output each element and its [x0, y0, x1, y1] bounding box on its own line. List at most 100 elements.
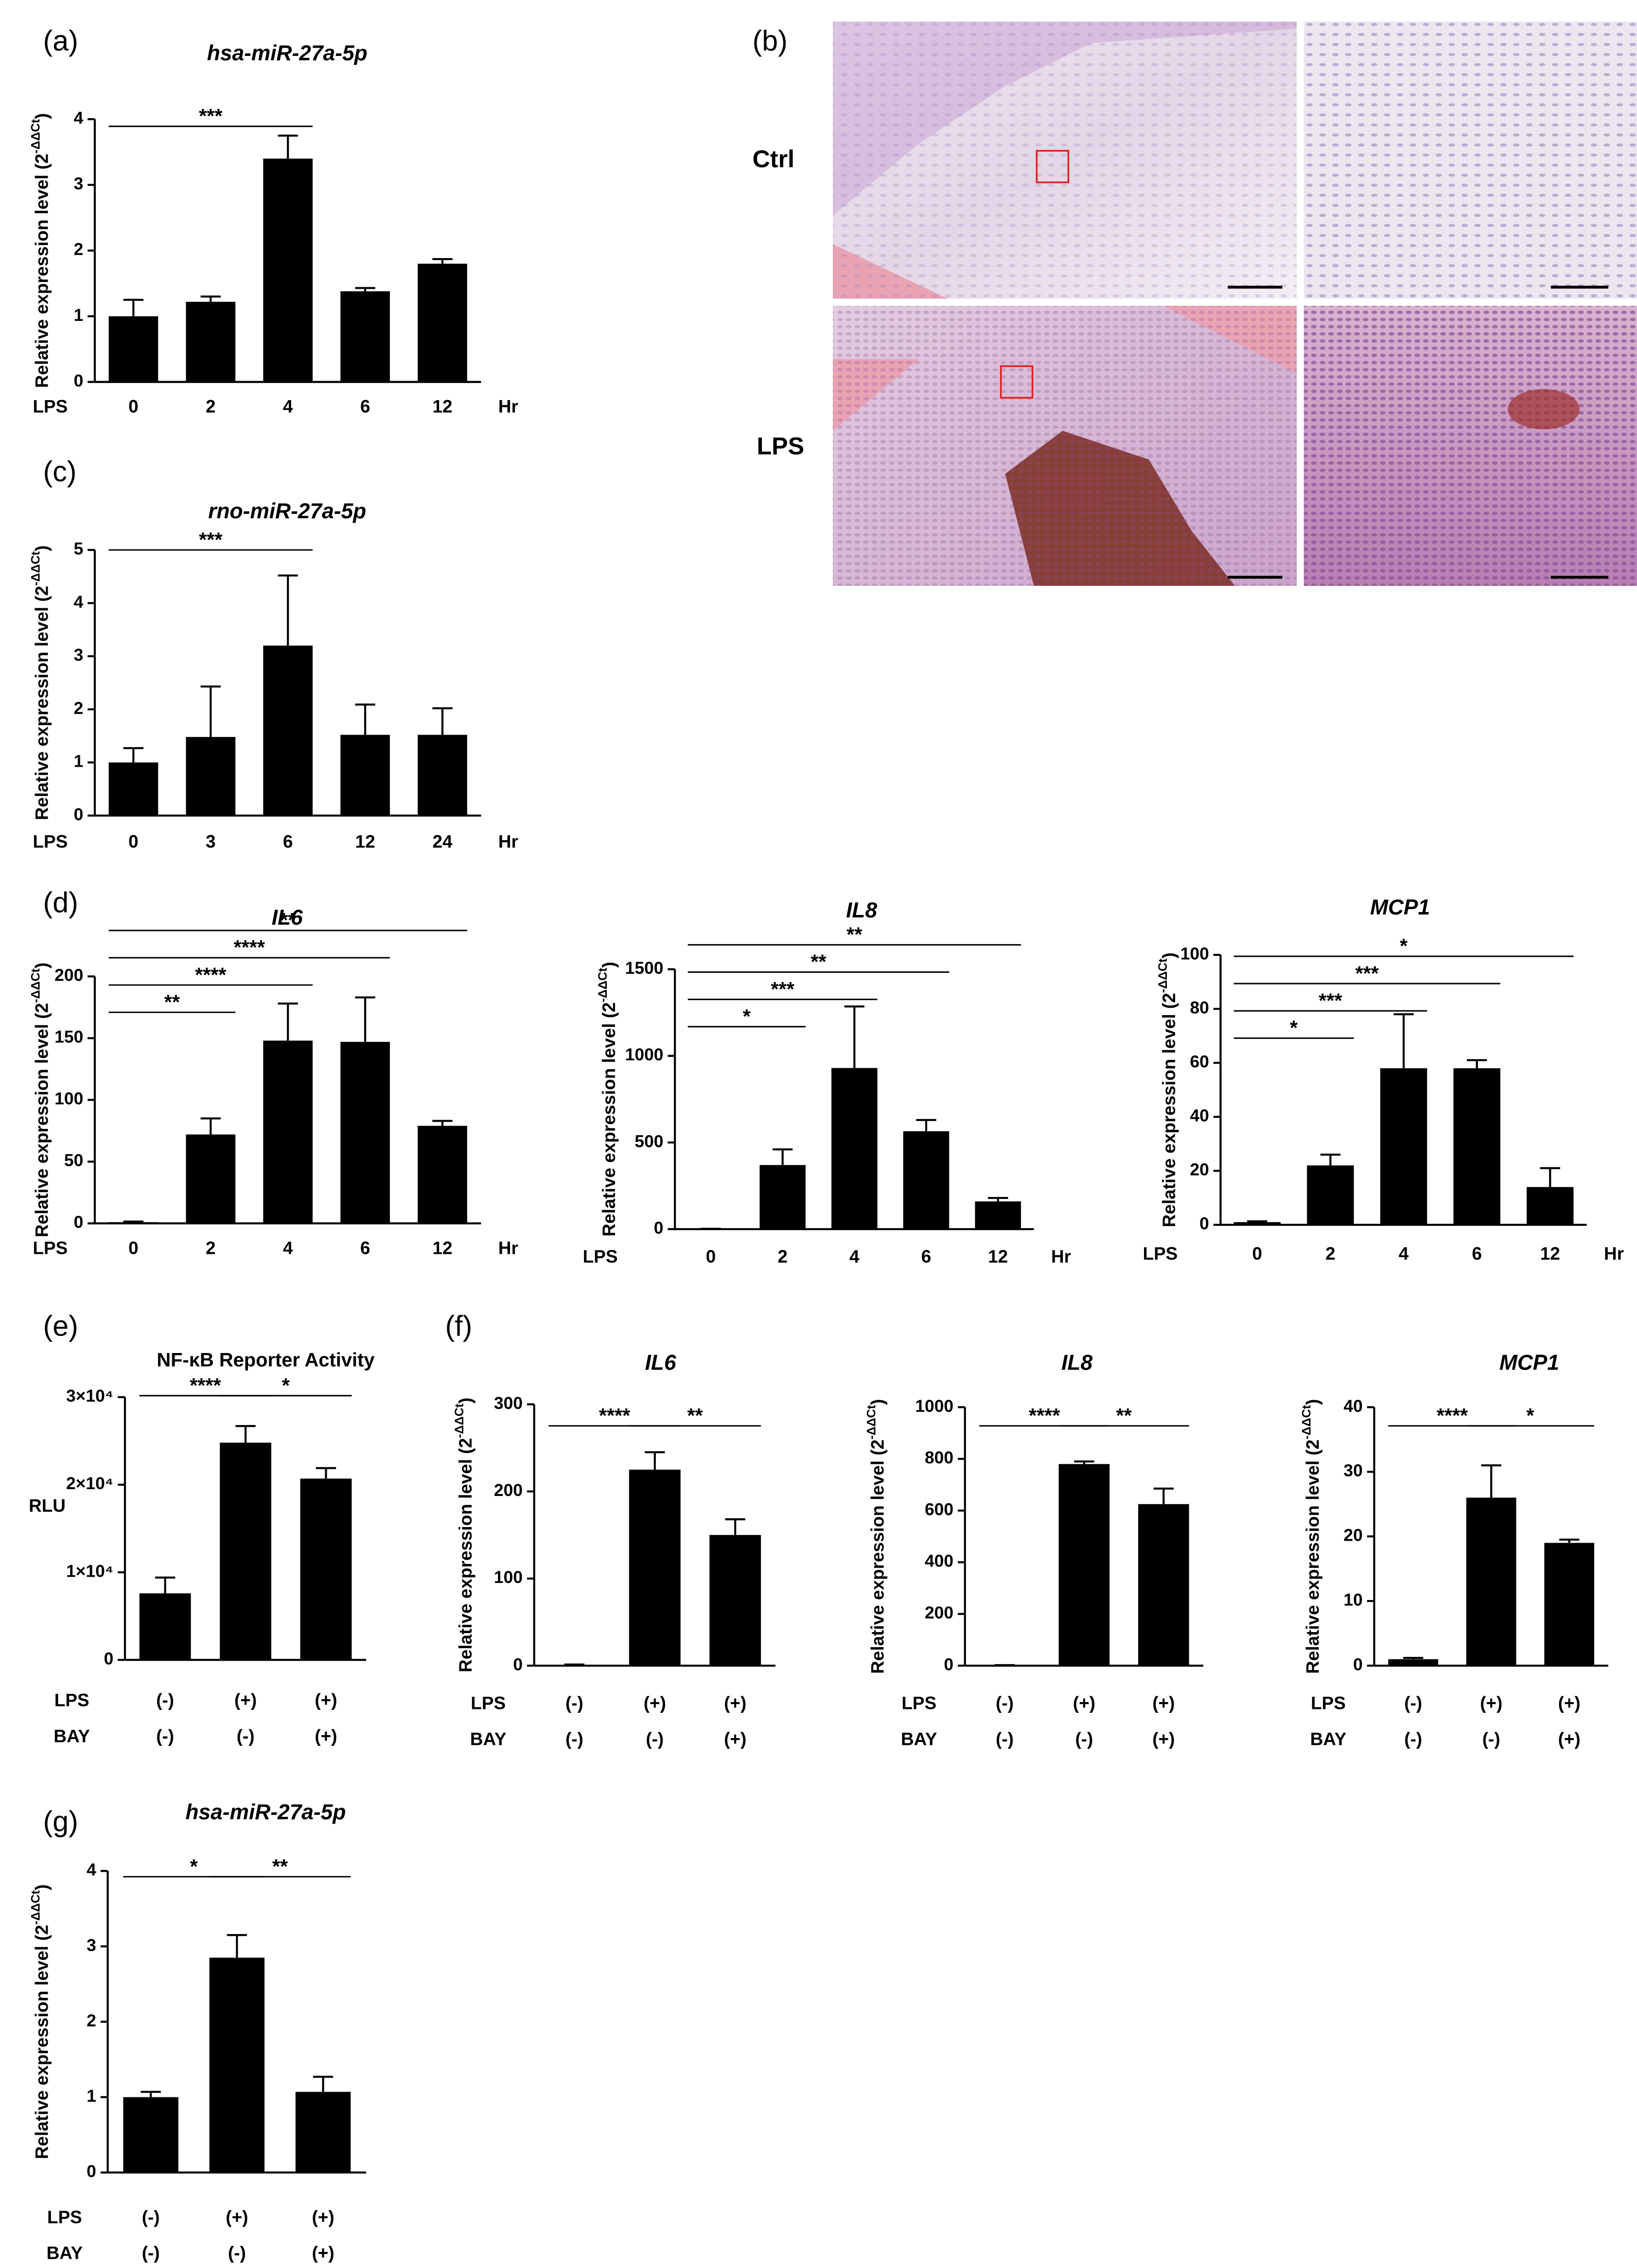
- error-bar: [235, 1425, 256, 1443]
- texture: [1303, 306, 1637, 586]
- y-axis-label-part: ): [32, 113, 52, 119]
- y-axis-label: Relative expression level (2-ΔΔCt): [29, 1884, 52, 2159]
- y-axis-label-part: ): [456, 1398, 475, 1404]
- y-axis-label-part: -ΔΔCt: [29, 968, 42, 1003]
- bar: [263, 1040, 313, 1224]
- x-tick-label: 0: [1252, 1244, 1263, 1264]
- chart: MCP1 Relative expression level (2-ΔΔCt) 0 2…: [1143, 896, 1624, 1264]
- y-tick-label: 0: [74, 1213, 84, 1232]
- significance-label: *: [1290, 1017, 1298, 1039]
- bar: [108, 1222, 158, 1224]
- y-axis-label-part: ): [32, 545, 52, 551]
- chart: MCP1 Relative expression level (2-ΔΔCt) 0 1…: [1300, 1351, 1608, 1749]
- bar: [186, 301, 236, 382]
- x-tick-label: 3: [206, 831, 216, 851]
- bar: [629, 1469, 681, 1666]
- row-label: LPS: [33, 397, 68, 417]
- y-axis-label-part: Relative expression level (2: [867, 1440, 887, 1674]
- significance-label: **: [810, 951, 827, 973]
- error-bar: [155, 1576, 176, 1594]
- significance-label: *: [1526, 1405, 1534, 1427]
- significance-label: ***: [1319, 989, 1342, 1012]
- error-bar: [1247, 1220, 1267, 1223]
- y-tick-label: 20: [1190, 1160, 1209, 1179]
- x-tick-label: (+): [1152, 1693, 1175, 1713]
- error-bar: [1540, 1167, 1560, 1187]
- error-bar: [1466, 1059, 1487, 1069]
- x-tick-label: (-): [156, 1690, 174, 1710]
- y-tick-label: 0: [513, 1654, 523, 1674]
- chart-title: rno-miR-27a-5p: [208, 499, 366, 523]
- significance-label: ***: [771, 978, 795, 1001]
- x-tick-label: 2: [206, 397, 216, 417]
- significance-label: **: [164, 991, 180, 1013]
- y-axis-label-part: -ΔΔCt: [29, 119, 42, 154]
- x-tick-label: (+): [1073, 1693, 1095, 1713]
- y-tick-label: 4: [74, 108, 84, 127]
- texture: [1303, 21, 1637, 299]
- bar: [1138, 1504, 1189, 1666]
- y-axis-label-part: -ΔΔCt: [864, 1405, 878, 1440]
- panel-label: (c): [43, 456, 77, 488]
- x-tick-label: 0: [706, 1247, 716, 1266]
- error-bar: [316, 1467, 336, 1479]
- chart: (f) IL6 Relative expression level (2-ΔΔCt)…: [445, 1310, 775, 1749]
- row-label: BAY: [470, 1729, 507, 1749]
- bar: [418, 735, 467, 816]
- chart: (d) IL6 Relative expression level (2-ΔΔCt)…: [29, 886, 518, 1258]
- x-tick-label: (+): [644, 1693, 666, 1713]
- significance-label: ****: [599, 1405, 631, 1427]
- y-tick-label: 200: [494, 1480, 523, 1500]
- texture: [833, 21, 1297, 299]
- x-tick-label: 2: [777, 1247, 788, 1266]
- significance-label: *: [743, 1005, 751, 1028]
- y-tick-label: 2: [74, 240, 84, 259]
- row-label: BAY: [901, 1729, 937, 1749]
- y-tick-label: 1000: [915, 1396, 953, 1416]
- unit-label: Hr: [498, 397, 518, 417]
- error-bar: [725, 1518, 745, 1535]
- x-tick-label: 6: [360, 397, 370, 417]
- error-bar: [123, 747, 144, 763]
- chart-title: IL8: [1061, 1351, 1092, 1374]
- x-tick-label: 24: [432, 831, 453, 851]
- significance-label: **: [272, 1855, 288, 1878]
- x-tick-label: (+): [1558, 1693, 1581, 1713]
- unit-label: Hr: [498, 1238, 518, 1258]
- unit-label: Hr: [1051, 1247, 1071, 1266]
- y-tick-label: 3: [87, 1935, 96, 1955]
- chart: (a) hsa-miR-27a-5p Relative expression lev…: [29, 25, 518, 416]
- error-bar: [1320, 1153, 1341, 1166]
- bar: [186, 1134, 236, 1224]
- significance-label: **: [1116, 1405, 1132, 1427]
- x-tick-label: (+): [1558, 1729, 1581, 1749]
- y-axis-label-part: Relative expression level (2: [32, 1003, 52, 1237]
- bar: [975, 1201, 1021, 1230]
- row-label: LPS: [471, 1693, 506, 1713]
- y-axis-label: Relative expression level (2-ΔΔCt): [29, 113, 52, 388]
- y-axis-label-part: Relative expression level (2: [32, 1925, 52, 2159]
- x-tick-label: 0: [128, 831, 139, 851]
- x-tick-label: 6: [360, 1238, 370, 1258]
- y-tick-label: 3: [74, 174, 84, 193]
- hemorrhage: [1508, 389, 1580, 430]
- y-axis-label-part: Relative expression level (2: [32, 586, 52, 820]
- error-bar: [1393, 1013, 1414, 1069]
- y-tick-label: 2: [87, 2011, 96, 2030]
- error-bar: [355, 287, 375, 292]
- y-axis-label: RLU: [29, 1495, 66, 1515]
- significance-label: ***: [199, 105, 223, 127]
- y-axis-label-part: ): [1303, 1399, 1322, 1405]
- x-tick-label: (-): [1404, 1693, 1422, 1713]
- y-tick-label: 2×10⁴: [66, 1474, 113, 1493]
- error-bar: [1559, 1538, 1580, 1543]
- bar: [903, 1131, 950, 1230]
- significance-label: ****: [1437, 1405, 1468, 1427]
- y-tick-label: 0: [74, 805, 84, 824]
- unit-label: Hr: [498, 831, 518, 851]
- significance-label: ***: [199, 528, 223, 551]
- y-tick-label: 3: [74, 645, 84, 665]
- y-tick-label: 100: [54, 1089, 83, 1108]
- x-tick-label: 4: [1399, 1244, 1409, 1264]
- x-tick-label: (+): [234, 1690, 257, 1710]
